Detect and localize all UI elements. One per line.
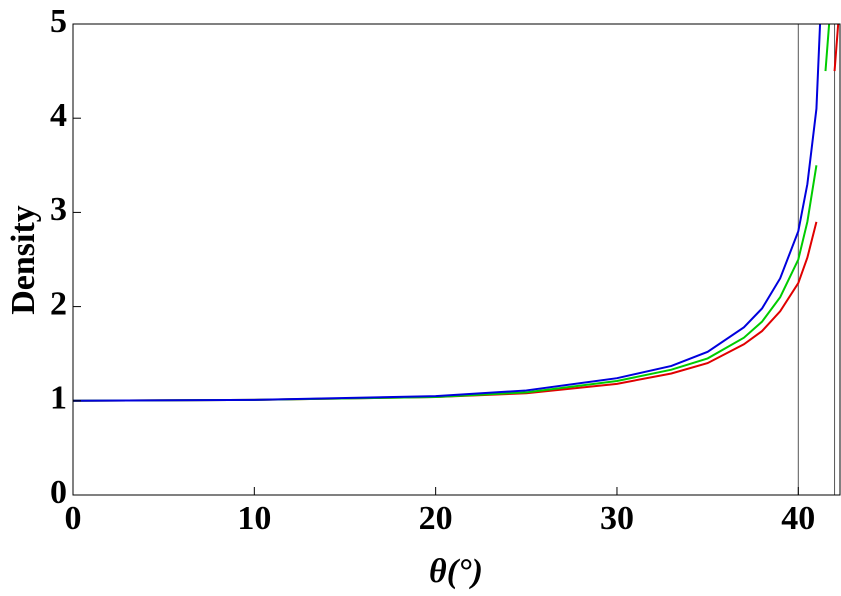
x-tick-label: 10 bbox=[237, 500, 271, 537]
x-tick-label: 40 bbox=[781, 500, 815, 537]
series-line bbox=[73, 24, 840, 402]
x-tick-label: 0 bbox=[65, 500, 82, 537]
series-line bbox=[73, 24, 822, 402]
y-tick-label: 2 bbox=[50, 285, 67, 322]
y-tick-label: 3 bbox=[50, 191, 67, 228]
x-axis-label: θ(°) bbox=[429, 553, 483, 590]
series-line bbox=[73, 24, 831, 402]
x-tick-label: 20 bbox=[419, 500, 453, 537]
y-tick-label: 5 bbox=[50, 3, 67, 40]
y-tick-label: 0 bbox=[50, 474, 67, 511]
y-axis-label: Density bbox=[5, 205, 42, 315]
x-tick-label: 30 bbox=[600, 500, 634, 537]
plot-frame bbox=[72, 23, 841, 496]
y-tick-label: 1 bbox=[50, 380, 67, 417]
y-tick-label: 4 bbox=[50, 97, 67, 134]
plot-area bbox=[73, 24, 840, 402]
